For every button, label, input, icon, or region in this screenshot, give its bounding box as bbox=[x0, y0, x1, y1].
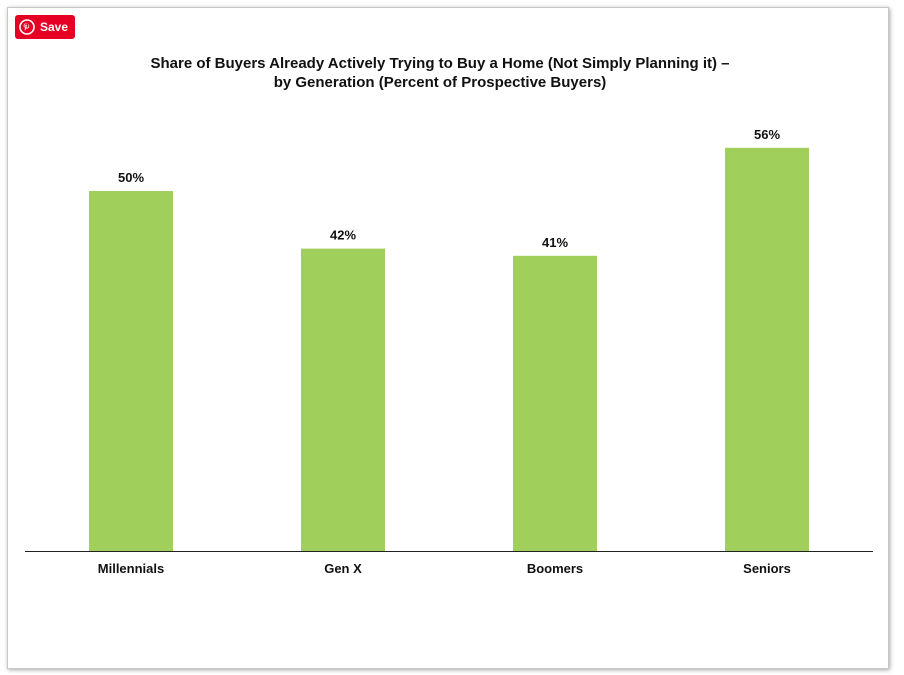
chart-title: Share of Buyers Already Actively Trying … bbox=[60, 54, 820, 92]
pinterest-icon bbox=[19, 19, 35, 35]
bar-gen-x bbox=[301, 248, 385, 551]
x-tick-label: Boomers bbox=[527, 561, 583, 576]
data-label: 41% bbox=[542, 235, 568, 250]
save-button[interactable]: Save bbox=[15, 15, 76, 39]
chart-title-line-2: by Generation (Percent of Prospective Bu… bbox=[273, 74, 607, 91]
chart-title-line-1: Share of Buyers Already Actively Trying … bbox=[150, 55, 730, 72]
x-tick-label: Seniors bbox=[743, 561, 791, 576]
data-label: 42% bbox=[330, 228, 356, 243]
bar-seniors bbox=[725, 147, 809, 552]
bar-boomers bbox=[513, 255, 597, 552]
bar-millennials bbox=[89, 191, 173, 551]
x-tick-label: Gen X bbox=[324, 561, 362, 576]
save-button-label: Save bbox=[40, 20, 69, 34]
x-tick-label: Millennials bbox=[98, 561, 164, 576]
data-label: 56% bbox=[754, 127, 780, 142]
data-label: 50% bbox=[118, 170, 144, 185]
